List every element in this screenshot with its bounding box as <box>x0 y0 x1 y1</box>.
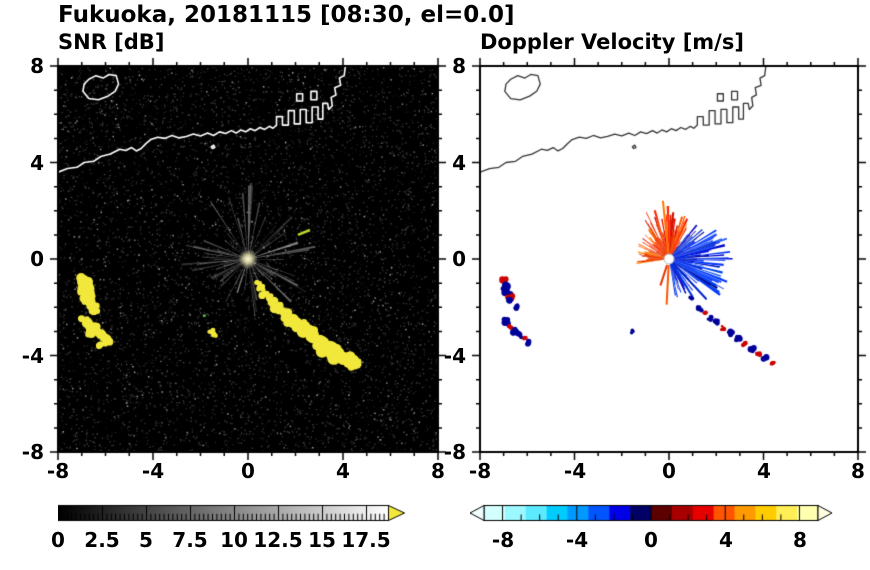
snr-colorbar <box>58 504 408 522</box>
snr-cb-label: 10 <box>220 528 248 552</box>
snr-cb-label: 12.5 <box>253 528 303 552</box>
doppler-x-tick: -4 <box>563 459 587 483</box>
doppler-x-tick: -8 <box>468 459 492 483</box>
snr-panel-title: SNR [dB] <box>58 30 165 54</box>
snr-cb-label: 2.5 <box>84 528 120 552</box>
doppler-y-tick: -4 <box>443 344 466 368</box>
doppler-cb-label: 0 <box>644 528 658 552</box>
doppler-colorbar <box>470 504 834 522</box>
snr-y-tick: -4 <box>21 344 44 368</box>
doppler-y-tick: -8 <box>443 440 466 464</box>
snr-y-tick: 0 <box>30 247 44 271</box>
snr-frame <box>46 54 450 464</box>
doppler-cb-label: -8 <box>491 528 515 552</box>
snr-cb-label: 0 <box>51 528 65 552</box>
doppler-x-tick: 8 <box>851 459 865 483</box>
snr-y-tick: 8 <box>30 54 44 78</box>
snr-x-tick: 8 <box>431 459 445 483</box>
doppler-frame <box>468 54 870 464</box>
doppler-x-tick: 0 <box>662 459 676 483</box>
snr-y-tick: 4 <box>30 151 44 175</box>
snr-cb-label: 7.5 <box>172 528 208 552</box>
snr-x-tick: 0 <box>241 459 255 483</box>
snr-x-tick: -8 <box>46 459 70 483</box>
doppler-cb-label: 4 <box>719 528 733 552</box>
snr-x-tick: 4 <box>336 459 350 483</box>
snr-cb-label: 5 <box>139 528 153 552</box>
doppler-cb-label: -4 <box>565 528 589 552</box>
doppler-y-tick: 8 <box>452 54 466 78</box>
snr-y-tick: -8 <box>21 440 44 464</box>
snr-cb-label: 15 <box>308 528 336 552</box>
snr-x-tick: -4 <box>141 459 165 483</box>
doppler-y-tick: 4 <box>452 151 466 175</box>
snr-cb-label: 17.5 <box>341 528 391 552</box>
doppler-y-tick: 0 <box>452 247 466 271</box>
doppler-cb-label: 8 <box>793 528 807 552</box>
doppler-panel-title: Doppler Velocity [m/s] <box>480 30 744 54</box>
doppler-x-tick: 4 <box>757 459 771 483</box>
figure-title: Fukuoka, 20181115 [08:30, el=0.0] <box>58 2 515 28</box>
